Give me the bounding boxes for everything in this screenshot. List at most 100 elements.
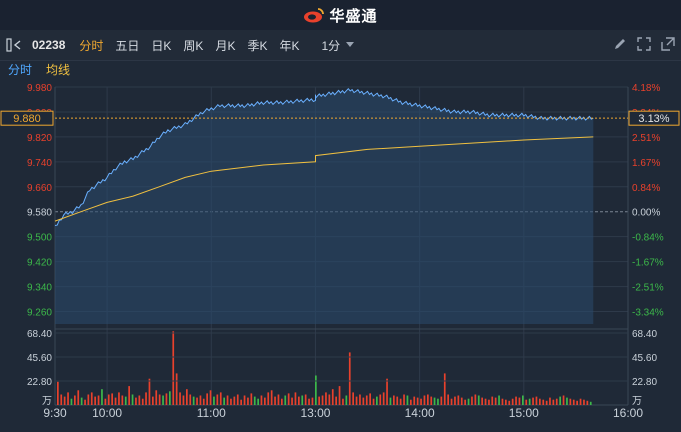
intraday-chart[interactable]: 9.9809.9009.8209.7409.6609.5809.5009.420… [0, 79, 681, 432]
volume-bar [522, 395, 524, 405]
price-tick-label: 9.260 [27, 308, 52, 319]
volume-bar [379, 394, 382, 405]
volume-bar [491, 396, 494, 405]
price-tick-label: 9.820 [27, 133, 52, 144]
volume-bar [382, 392, 385, 405]
volume-bar [511, 398, 514, 405]
legend-price-line[interactable]: 分时 [8, 63, 33, 77]
interval-dropdown[interactable]: 1分 [321, 37, 355, 54]
volume-bar [471, 396, 473, 405]
volume-bar [315, 375, 317, 405]
volume-bar [304, 394, 307, 405]
volume-bar [189, 394, 192, 405]
volume-bar [141, 398, 144, 405]
tab-daily-k[interactable]: 日K [151, 38, 172, 53]
time-tick-label: 15:00 [509, 406, 539, 420]
volume-bar [114, 397, 117, 405]
pencil-icon[interactable] [613, 37, 627, 51]
volume-bar [338, 386, 341, 405]
volume-bar [365, 395, 368, 405]
volume-bar [572, 399, 575, 405]
volume-bar [250, 393, 253, 405]
volume-bar [416, 397, 419, 405]
volume-bar [158, 394, 161, 405]
volume-bar [155, 390, 158, 405]
volume-bar [301, 395, 304, 405]
volume-bar [420, 398, 422, 405]
app-logo-text: 华盛通 [329, 7, 378, 25]
tab-monthly-k[interactable]: 月K [215, 38, 236, 53]
fullscreen-icon[interactable] [637, 37, 651, 51]
volume-bar [70, 398, 73, 405]
volume-bar [284, 395, 287, 405]
volume-bar [281, 398, 283, 405]
tab-quarterly-k[interactable]: 季K [247, 38, 268, 53]
volume-bar [253, 396, 256, 405]
volume-bar [369, 393, 371, 405]
volume-bar [562, 395, 565, 405]
tab-intraday[interactable]: 分时 [79, 38, 104, 53]
volume-bar [450, 398, 453, 405]
volume-bar [199, 395, 202, 405]
volume-bar [545, 400, 548, 405]
price-line [54, 87, 594, 226]
volume-bar [539, 398, 541, 405]
volume-bar [583, 399, 585, 405]
volume-bar [532, 397, 534, 405]
volume-bar [393, 395, 395, 405]
expand-icon[interactable] [661, 37, 675, 51]
volume-bar [549, 397, 551, 405]
chart-toolbar: 02238 分时 五日 日K 周K 月K 季K 年K 1分 [0, 30, 681, 61]
time-tick-label: 11:00 [197, 406, 226, 420]
volume-bar [542, 399, 545, 405]
volume-bar [477, 395, 480, 405]
tab-yearly-k[interactable]: 年K [279, 38, 300, 53]
volume-bar [311, 397, 314, 405]
volume-bar [355, 396, 358, 405]
volume-bar [505, 399, 507, 405]
volume-bar [589, 401, 592, 405]
collapse-panel-icon[interactable] [6, 38, 28, 52]
volume-bar [437, 398, 439, 405]
app-logo: 华盛通 [303, 5, 377, 26]
average-line [54, 136, 594, 222]
volume-bar [331, 389, 334, 405]
volume-bar [121, 395, 124, 405]
cursor-pct: 3.13% [638, 113, 669, 125]
volume-bar [131, 394, 134, 405]
tab-five-day[interactable]: 五日 [115, 38, 140, 53]
volume-bar [498, 395, 500, 405]
chevron-down-icon [346, 42, 355, 47]
pct-tick-label: -2.51% [632, 283, 664, 294]
volume-bar [206, 393, 208, 405]
cursor-price: 9.880 [13, 113, 41, 125]
volume-bar [104, 398, 107, 405]
volume-bar [443, 373, 446, 405]
volume-bar [518, 397, 521, 405]
volume-bar [287, 393, 290, 405]
volume-tick-label-right: 68.40 [632, 329, 657, 340]
volume-bar [107, 394, 110, 405]
pct-tick-label: 4.18% [632, 83, 660, 94]
volume-bar [440, 396, 443, 405]
volume-bar [169, 391, 171, 405]
volume-bar [352, 392, 354, 405]
legend-average-line[interactable]: 均线 [46, 63, 71, 77]
volume-bar [270, 390, 273, 405]
volume-bar [243, 395, 246, 405]
volume-bar [145, 392, 147, 405]
volume-bar [325, 392, 327, 405]
volume-bars [57, 331, 592, 405]
price-tick-label: 9.420 [27, 258, 52, 269]
tab-weekly-k[interactable]: 周K [183, 38, 204, 53]
volume-bar [467, 398, 470, 405]
volume-bar [328, 394, 331, 405]
volume-bar [162, 395, 164, 405]
volume-bar [101, 389, 103, 405]
volume-bar [321, 395, 324, 405]
volume-bar [413, 396, 416, 405]
volume-axis: 68.40 68.40 45.60 45.60 22.80 22.80 万 万 [27, 329, 657, 407]
volume-bar [515, 396, 517, 405]
volume-bar [182, 395, 185, 405]
volume-bar [247, 397, 249, 405]
